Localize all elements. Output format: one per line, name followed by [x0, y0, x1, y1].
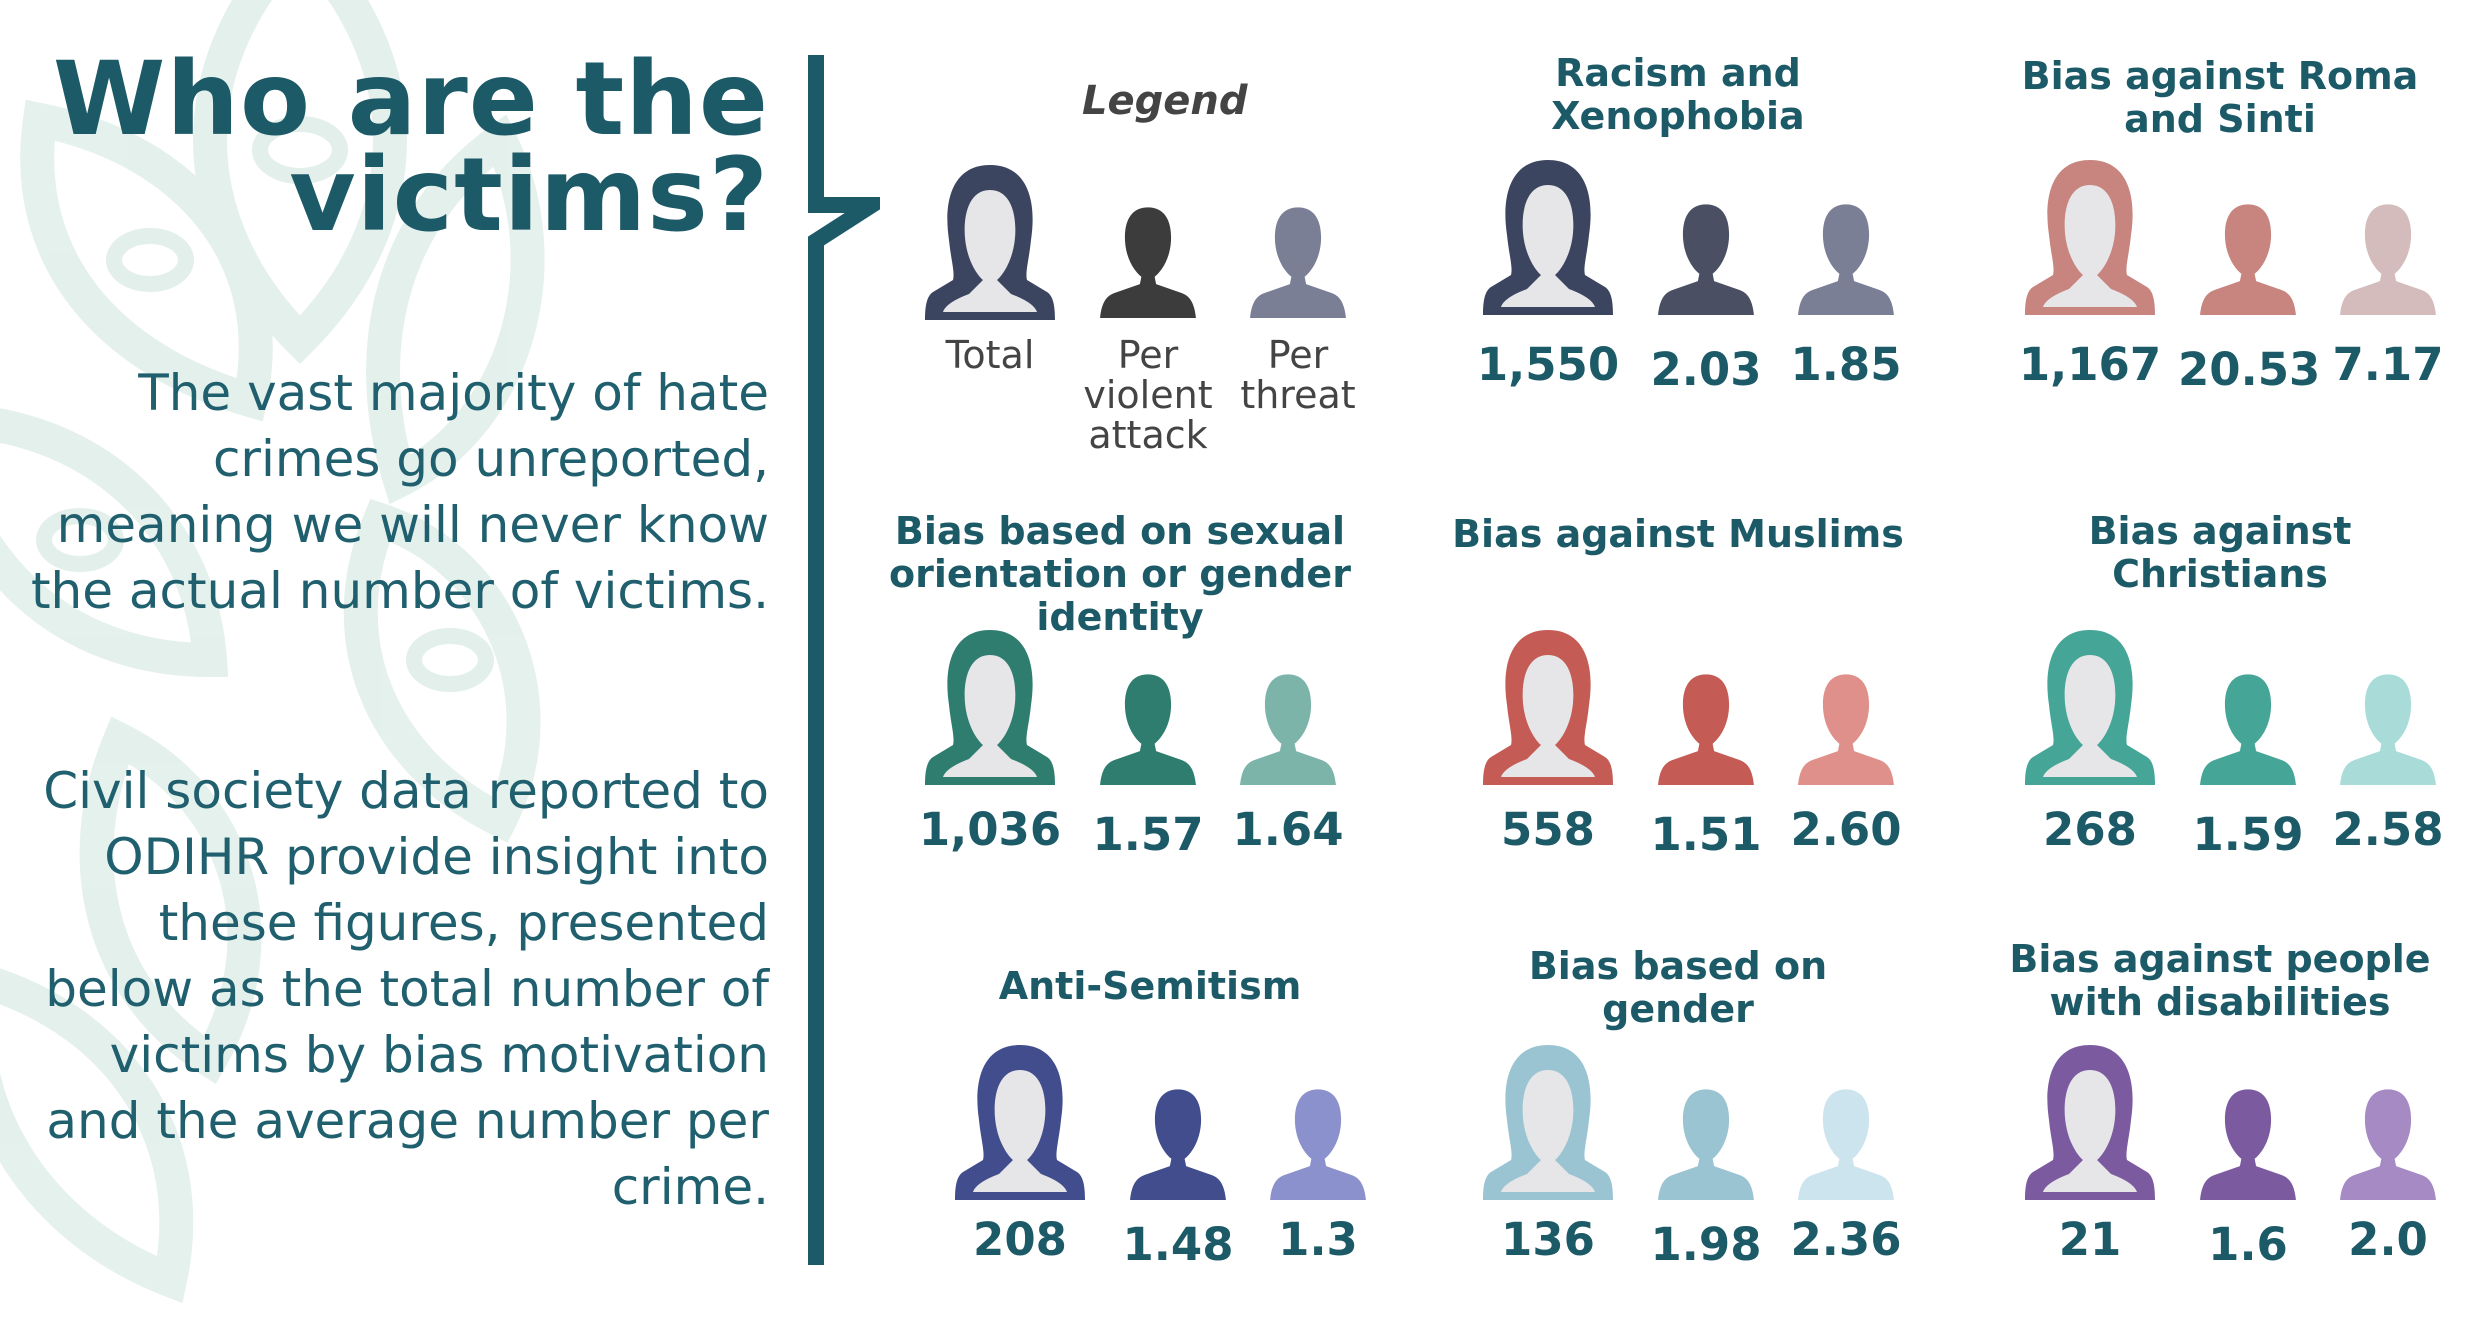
per-violent-attack-icon [1100, 674, 1196, 785]
per-violent-attack-icon [1658, 674, 1754, 785]
per-threat-icon [1798, 667, 1894, 790]
per-violent-attack-value: 1.98 [1650, 1218, 1762, 1271]
legend-title: Legend [1082, 78, 1248, 124]
total-victims-icon [2025, 625, 2155, 790]
per-violent-attack-value: 20.53 [2178, 343, 2321, 396]
per-violent-attack-value: 1.57 [1092, 808, 1204, 861]
per-violent-attack-icon [1100, 667, 1196, 790]
total-value: 21 [2058, 1213, 2122, 1266]
per-threat-icon [1240, 667, 1336, 790]
per-threat-icon [2340, 197, 2436, 320]
total-victims-icon [955, 1045, 1085, 1200]
per-threat-icon [1798, 1089, 1894, 1200]
person-threat-icon [1250, 200, 1346, 323]
total-victims-icon [955, 1040, 1085, 1205]
per-threat-icon [2340, 204, 2436, 315]
total-value: 268 [2043, 803, 2137, 856]
person-total-icon [925, 165, 1055, 320]
page-title: Who are the victims? [52, 40, 769, 255]
total-value: 1,036 [918, 803, 1062, 856]
total-value: 1,167 [2018, 338, 2162, 391]
divider-arrow [808, 55, 880, 1265]
per-threat-value: 1.64 [1232, 803, 1344, 856]
person-total-icon [925, 160, 1055, 325]
total-value: 136 [1501, 1213, 1595, 1266]
legend-label: Per violent attack [1083, 333, 1213, 457]
per-threat-value: 2.36 [1790, 1213, 1902, 1266]
per-violent-attack-icon [1658, 1082, 1754, 1205]
per-violent-attack-icon [2200, 197, 2296, 320]
total-victims-icon [925, 625, 1055, 790]
category-title: Racism and Xenophobia [1551, 51, 1805, 138]
intro-paragraph-2: Civil society data reported to ODIHR pro… [43, 762, 769, 1216]
per-threat-icon [1798, 1082, 1894, 1205]
total-victims-icon [2025, 160, 2155, 315]
person-violent-icon [1100, 207, 1196, 318]
per-violent-attack-value: 1.51 [1650, 808, 1762, 861]
person-violent-icon [1100, 200, 1196, 323]
total-victims-icon [1483, 1045, 1613, 1200]
total-victims-icon [2025, 1040, 2155, 1205]
category-title: Bias against Roma and Sinti [2021, 54, 2419, 141]
category-title: Bias based on sexual orientation or gend… [889, 509, 1351, 639]
per-threat-value: 2.0 [2348, 1213, 2428, 1266]
per-threat-icon [2340, 1089, 2436, 1200]
per-violent-attack-value: 1.6 [2208, 1218, 2288, 1271]
per-violent-attack-value: 1.59 [2192, 808, 2304, 861]
background-leaf-pattern [0, 0, 545, 1304]
total-value: 558 [1501, 803, 1595, 856]
per-violent-attack-icon [2200, 674, 2296, 785]
per-threat-icon [2340, 667, 2436, 790]
per-threat-value: 1.3 [1278, 1213, 1358, 1266]
category-title: Bias based on gender [1528, 944, 1828, 1031]
per-violent-attack-value: 1.48 [1122, 1218, 1234, 1271]
per-threat-value: 2.58 [2332, 803, 2444, 856]
per-violent-attack-icon [1658, 667, 1754, 790]
per-threat-icon [2340, 674, 2436, 785]
total-victims-icon [1483, 1040, 1613, 1205]
per-violent-attack-icon [1658, 204, 1754, 315]
total-value: 1,550 [1476, 338, 1620, 391]
per-violent-attack-icon [2200, 204, 2296, 315]
per-violent-attack-icon [2200, 1089, 2296, 1200]
total-victims-icon [1483, 625, 1613, 790]
per-threat-icon [1798, 204, 1894, 315]
intro-paragraph-1: The vast majority of hate crimes go unre… [30, 364, 769, 620]
per-violent-attack-icon [2200, 1082, 2296, 1205]
per-threat-icon [1240, 674, 1336, 785]
per-threat-value: 7.17 [2332, 338, 2444, 391]
total-victims-icon [1483, 160, 1613, 315]
per-threat-icon [1798, 674, 1894, 785]
legend-label: Total [945, 333, 1035, 377]
total-victims-icon [925, 630, 1055, 785]
total-victims-icon [2025, 1045, 2155, 1200]
per-threat-icon [2340, 1082, 2436, 1205]
per-threat-icon [1270, 1082, 1366, 1205]
per-threat-value: 1.85 [1790, 338, 1902, 391]
total-value: 208 [973, 1213, 1067, 1266]
total-victims-icon [2025, 155, 2155, 320]
total-victims-icon [2025, 630, 2155, 785]
per-violent-attack-icon [1130, 1089, 1226, 1200]
per-threat-icon [1270, 1089, 1366, 1200]
category-title: Bias against Christians [2088, 509, 2352, 596]
person-threat-icon [1250, 207, 1346, 318]
category-title: Anti-Semitism [998, 964, 1302, 1008]
total-victims-icon [1483, 155, 1613, 320]
category-title: Bias against Muslims [1452, 512, 1904, 556]
per-threat-value: 2.60 [1790, 803, 1902, 856]
per-violent-attack-icon [2200, 667, 2296, 790]
per-threat-icon [1798, 197, 1894, 320]
per-violent-attack-icon [1130, 1082, 1226, 1205]
per-violent-attack-icon [1658, 197, 1754, 320]
total-victims-icon [1483, 630, 1613, 785]
legend-label: Per threat [1240, 333, 1356, 417]
per-violent-attack-icon [1658, 1089, 1754, 1200]
category-title: Bias against people with disabilities [2009, 937, 2431, 1024]
per-violent-attack-value: 2.03 [1650, 343, 1762, 396]
